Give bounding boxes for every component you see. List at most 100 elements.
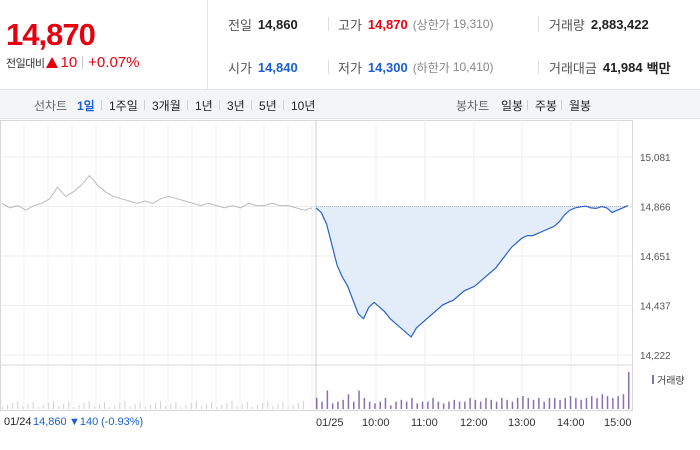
prev-volume-bar <box>226 403 228 409</box>
volume: 거래량 2,883,422 <box>549 14 649 34</box>
volume-bar <box>437 401 440 409</box>
quote-header: 14,870 전일대비 10 +0.07% 전일 14,860 고가 14,87… <box>0 0 700 90</box>
current-price: 14,870 <box>6 17 96 52</box>
tab-3-months[interactable]: 3개월 <box>152 99 181 113</box>
tab-weekly-candle[interactable]: 주봉 <box>535 99 558 113</box>
open-value: 14,840 <box>257 59 298 75</box>
volume-bar <box>405 401 408 409</box>
volume-bar <box>448 401 450 409</box>
prev-volume-bar <box>124 401 126 409</box>
volume-bar <box>591 396 593 409</box>
divider <box>328 17 329 31</box>
volume-bar <box>321 401 323 409</box>
amount-value: 41,984 <box>602 59 643 75</box>
volume-bar <box>580 399 582 410</box>
chart-period-tabs: 선차트 1일 1주일 3개월 1년 3년 5년 10년 봉차트 일봉 주봉 월봉 <box>0 90 700 119</box>
prev-volume-bar <box>165 406 167 409</box>
prev-volume-bar <box>180 407 182 409</box>
prev-volume-bar <box>129 406 131 409</box>
prev-volume-bar <box>53 401 54 409</box>
volume-bar <box>342 399 344 410</box>
prev-volume-bar <box>7 405 9 409</box>
volume-label: 거래량 <box>549 17 585 33</box>
volume-bar <box>458 401 461 409</box>
prev-volume-bar <box>139 402 141 409</box>
amount-unit: 백만 <box>646 60 671 76</box>
volume-legend-label: 거래량 <box>657 376 685 387</box>
upper-limit-value: 19,310) <box>452 17 494 31</box>
prev-volume-bar <box>42 405 44 409</box>
volume-bar <box>564 397 566 409</box>
tab-10-years[interactable]: 10년 <box>291 99 316 113</box>
tab-5-years[interactable]: 5년 <box>259 99 277 113</box>
prev-volume-bar <box>241 404 243 409</box>
x-tick-label: 13:00 <box>508 417 536 429</box>
prev-volume-bar <box>17 401 19 409</box>
volume-bar <box>628 372 630 409</box>
prev-volume-bar <box>155 403 156 409</box>
tab-3-years[interactable]: 3년 <box>227 99 245 113</box>
volume-bar <box>326 390 329 409</box>
volume-bar <box>358 390 360 409</box>
volume-bar <box>331 403 334 409</box>
volume-bar <box>432 397 434 409</box>
lower-limit-value: 10,410) <box>452 60 494 74</box>
change-percent: +0.07% <box>88 54 140 71</box>
volume-bar <box>569 396 572 409</box>
volume-bar <box>337 401 339 409</box>
volume-bar <box>347 394 350 409</box>
tab-1-day[interactable]: 1일 <box>77 99 95 113</box>
prev-volume-bar <box>88 401 90 409</box>
prev-volume-bar <box>93 406 95 409</box>
volume-bar <box>479 401 482 409</box>
divider <box>538 60 539 74</box>
prev-day-percent: (-0.93%) <box>101 416 144 428</box>
prev-volume-bar <box>200 406 202 409</box>
prev-volume-bar <box>302 401 304 409</box>
chart-canvas: 15,081 14,866 14,651 14,437 14,222 01/25 10:00… <box>0 120 671 429</box>
divider <box>82 56 84 69</box>
up-triangle-icon <box>46 57 59 68</box>
volume-bar <box>516 397 519 409</box>
volume-bar <box>543 401 545 409</box>
high-label: 고가 <box>338 17 362 33</box>
prev-volume-bar <box>211 402 213 409</box>
prev-volume-bar <box>221 405 223 409</box>
volume-bar <box>464 401 466 409</box>
prev-volume-bar <box>190 403 192 409</box>
high-value: 14,870 <box>367 16 408 32</box>
price-line <box>315 205 629 338</box>
trade-amount: 거래대금 41,984 백만 <box>549 57 671 77</box>
volume-bar <box>527 397 529 409</box>
x-tick-label: 14:00 <box>557 417 585 429</box>
tab-divider <box>219 100 220 110</box>
prev-volume-bar <box>114 405 116 409</box>
volume-bar <box>453 399 455 410</box>
prev-volume-bar <box>160 401 162 409</box>
volume-bar <box>316 397 318 409</box>
prev-volume-bar <box>195 401 197 409</box>
change-value: 10 <box>60 54 78 71</box>
volume-bar <box>469 397 471 409</box>
open-label: 시가 <box>228 60 252 76</box>
prev-volume-bar <box>282 402 284 409</box>
volume-bar <box>559 399 561 410</box>
prev-volume-bar <box>2 407 3 409</box>
x-tick-label: 10:00 <box>362 417 390 429</box>
prev-volume-bar <box>63 404 65 409</box>
tab-daily-candle[interactable]: 일봉 <box>501 99 524 113</box>
intraday-chart[interactable]: 15,081 14,866 14,651 14,437 14,222 01/25 10:00… <box>0 120 700 450</box>
tab-monthly-candle[interactable]: 월봉 <box>569 99 592 113</box>
prev-volume-bar <box>144 407 146 409</box>
prev-day-price: 14,860 <box>33 416 67 428</box>
prev-volume-bar <box>32 402 34 409</box>
prev-volume-bar <box>277 404 279 409</box>
tab-1-week[interactable]: 1주일 <box>109 99 138 113</box>
prev-volume-bar <box>287 407 289 409</box>
volume-bar <box>363 397 366 409</box>
tab-1-year[interactable]: 1년 <box>195 99 213 113</box>
prev-volume-bar <box>292 405 294 409</box>
prev-volume-bar <box>104 402 105 409</box>
x-tick-label: 11:00 <box>411 417 438 429</box>
prev-volume-bar <box>251 407 253 409</box>
